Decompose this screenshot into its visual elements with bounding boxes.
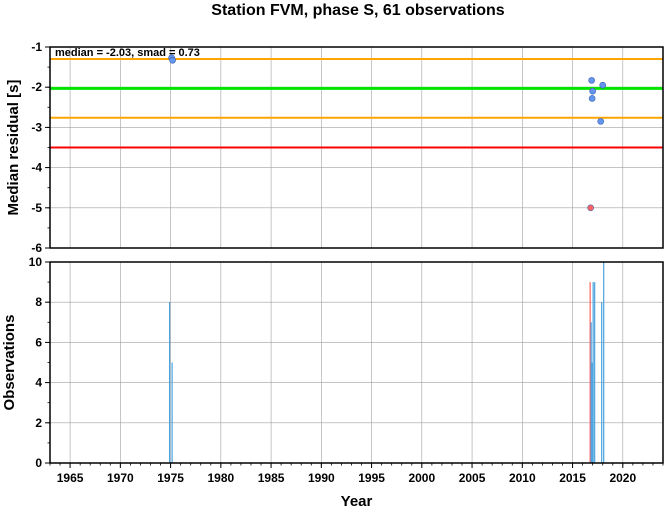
y-tick-label: 0: [35, 456, 42, 470]
x-tick-label: 2000: [408, 471, 435, 485]
y-tick-label: 2: [35, 416, 42, 430]
residual-y-ticks: -1 -2 -3 -4 -5 -6: [31, 40, 50, 255]
y-tick-label: -6: [31, 241, 42, 255]
year-x-label: Year: [341, 493, 373, 510]
median-annotation: median = -2.03, smad = 0.73: [55, 47, 200, 59]
x-tick-label: 1980: [207, 471, 234, 485]
data-point: [597, 118, 604, 125]
y-tick-label: -1: [31, 40, 42, 54]
data-point: [599, 81, 607, 89]
observations-panel: 0 2 4 6 8 10 1965 1970 1975 1980 1985 1990 1995 2000…: [1, 255, 664, 510]
y-tick-label: -2: [31, 80, 42, 94]
data-point: [588, 77, 595, 84]
y-tick-label: -4: [31, 161, 42, 175]
data-point: [589, 87, 596, 95]
year-x-ticks: 1965 1970 1975 1980 1985 1990 1995 2000 2005 2010…: [49, 463, 664, 485]
observations-grid: [50, 261, 663, 464]
residual-panel: -1 -2 -3 -4 -5 -6 median = -2.03, smad = 0.73…: [5, 40, 664, 255]
x-tick-label: 1990: [308, 471, 335, 485]
data-point: [169, 56, 176, 64]
residual-y-label: Median residual [s]: [5, 80, 22, 216]
observation-bars: [168, 262, 605, 463]
data-point: [588, 95, 596, 102]
y-tick-label: -5: [31, 201, 42, 215]
x-tick-label: 2015: [559, 471, 586, 485]
y-tick-label: 8: [35, 295, 42, 309]
x-tick-label: 2010: [509, 471, 536, 485]
residual-points: [168, 54, 607, 212]
y-tick-label: 6: [35, 335, 42, 349]
x-tick-label: 2005: [459, 471, 486, 485]
x-tick-label: 1975: [157, 471, 184, 485]
observations-y-label: Observations: [1, 315, 18, 411]
x-tick-label: 1995: [358, 471, 385, 485]
x-tick-label: 1965: [57, 471, 84, 485]
data-point: [587, 204, 594, 212]
x-tick-label: 1985: [258, 471, 285, 485]
x-tick-label: 1970: [107, 471, 134, 485]
y-tick-label: -3: [31, 120, 42, 134]
y-tick-label: 10: [29, 255, 43, 269]
reference-lines: [50, 58, 663, 149]
x-tick-label: 2020: [609, 471, 636, 485]
observations-y-ticks: 0 2 4 6 8 10: [29, 255, 50, 470]
chart-title: Station FVM, phase S, 61 observations: [211, 2, 505, 19]
y-tick-label: 4: [35, 376, 42, 390]
observations-frame: [49, 261, 664, 464]
